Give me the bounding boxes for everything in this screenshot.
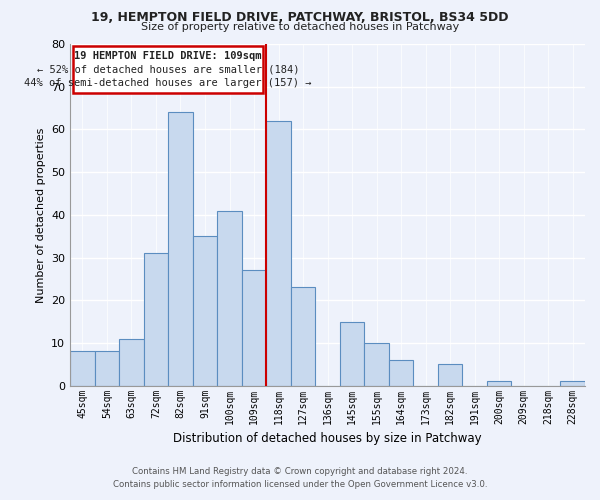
Text: 19 HEMPTON FIELD DRIVE: 109sqm: 19 HEMPTON FIELD DRIVE: 109sqm <box>74 51 262 61</box>
FancyBboxPatch shape <box>73 46 263 93</box>
Bar <box>266 121 291 386</box>
Bar <box>70 352 95 386</box>
Y-axis label: Number of detached properties: Number of detached properties <box>35 127 46 302</box>
Bar <box>560 382 585 386</box>
Bar <box>389 360 413 386</box>
Text: 44% of semi-detached houses are larger (157) →: 44% of semi-detached houses are larger (… <box>25 78 312 88</box>
Text: Size of property relative to detached houses in Patchway: Size of property relative to detached ho… <box>141 22 459 32</box>
Bar <box>95 352 119 386</box>
Bar <box>168 112 193 386</box>
Bar <box>340 322 364 386</box>
Text: Contains HM Land Registry data © Crown copyright and database right 2024.
Contai: Contains HM Land Registry data © Crown c… <box>113 468 487 489</box>
Bar <box>119 338 144 386</box>
X-axis label: Distribution of detached houses by size in Patchway: Distribution of detached houses by size … <box>173 432 482 445</box>
Bar <box>291 288 316 386</box>
Bar <box>217 210 242 386</box>
Bar <box>438 364 463 386</box>
Bar <box>144 254 168 386</box>
Bar <box>364 343 389 386</box>
Bar <box>487 382 511 386</box>
Text: ← 52% of detached houses are smaller (184): ← 52% of detached houses are smaller (18… <box>37 64 299 74</box>
Text: 19, HEMPTON FIELD DRIVE, PATCHWAY, BRISTOL, BS34 5DD: 19, HEMPTON FIELD DRIVE, PATCHWAY, BRIST… <box>91 11 509 24</box>
Bar <box>193 236 217 386</box>
Bar <box>242 270 266 386</box>
